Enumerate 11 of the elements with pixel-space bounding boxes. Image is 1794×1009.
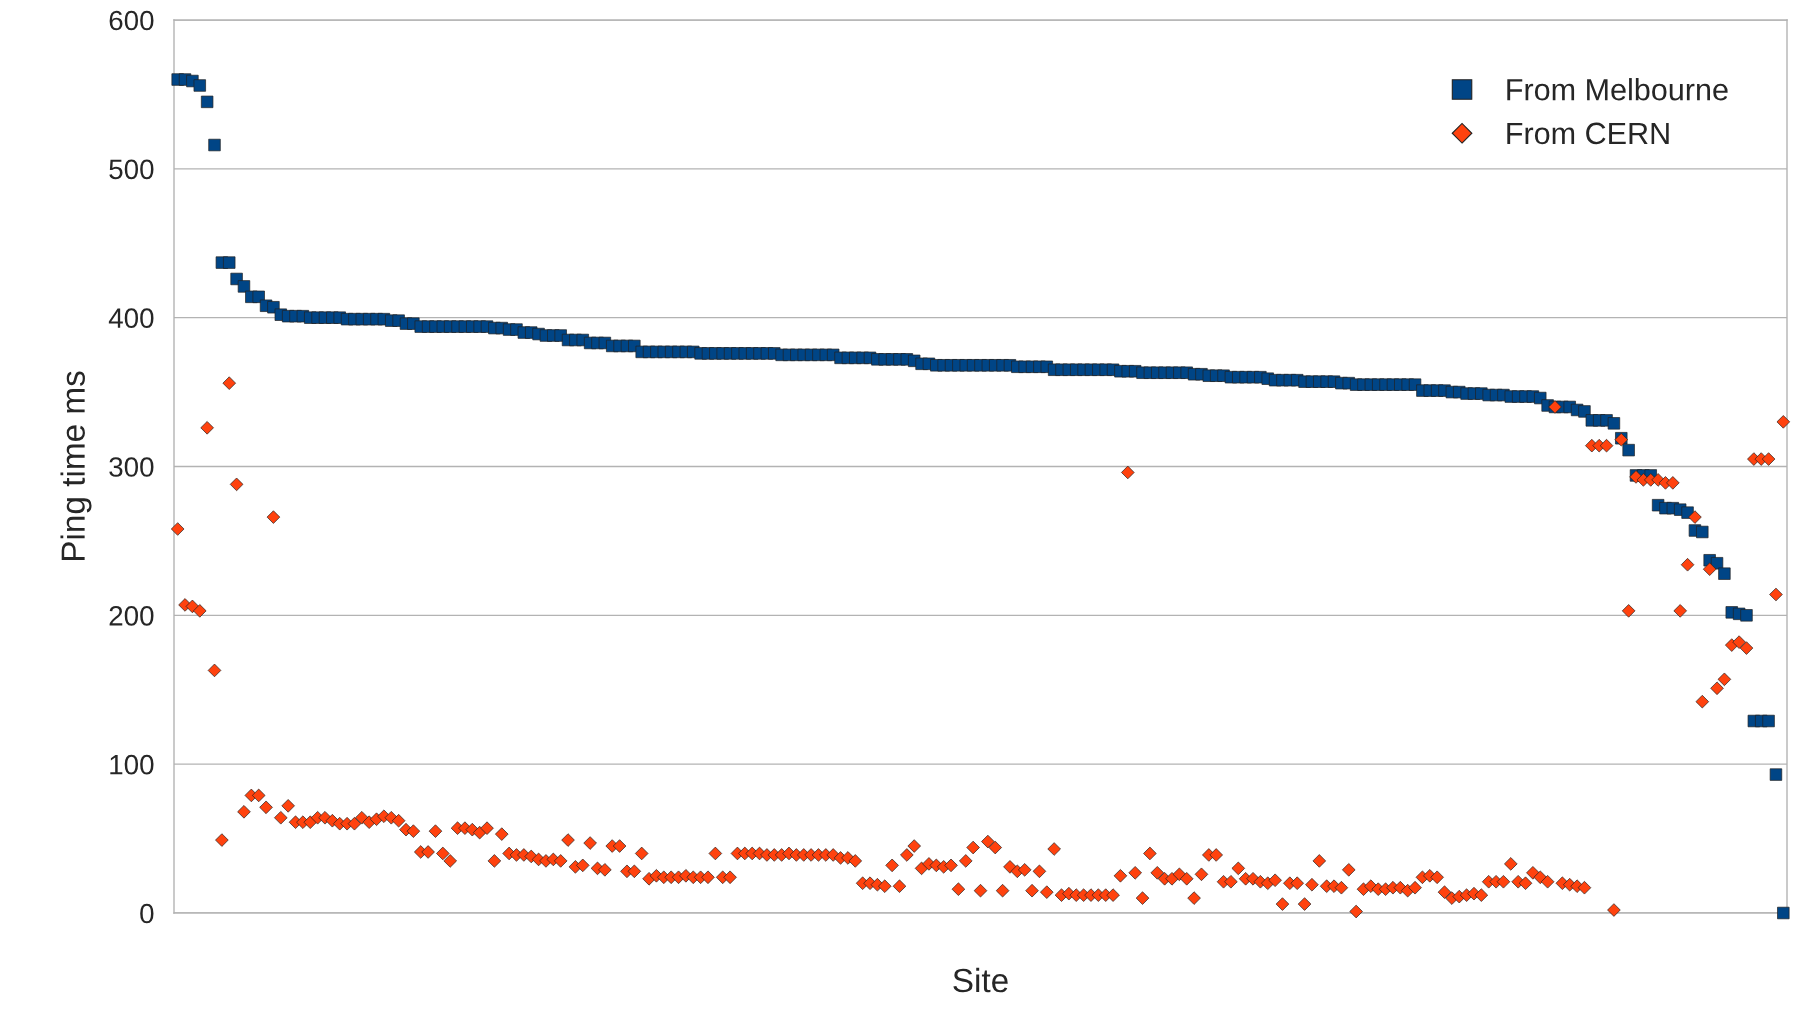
legend-label: From Melbourne xyxy=(1507,78,1728,101)
y-tick-label: 0 xyxy=(140,903,154,924)
y-tick-label: 600 xyxy=(109,10,154,31)
y-tick-label: 500 xyxy=(109,159,154,180)
y-tick-label: 300 xyxy=(109,457,154,477)
y-tick-label: 400 xyxy=(108,308,154,329)
y-tick-label: 200 xyxy=(109,606,154,626)
legend-label: From CERN xyxy=(1507,122,1669,145)
y-tick-label: 100 xyxy=(110,754,154,775)
x-axis-title: Site xyxy=(953,967,1008,993)
y-axis-title: Ping time ms xyxy=(60,371,92,561)
